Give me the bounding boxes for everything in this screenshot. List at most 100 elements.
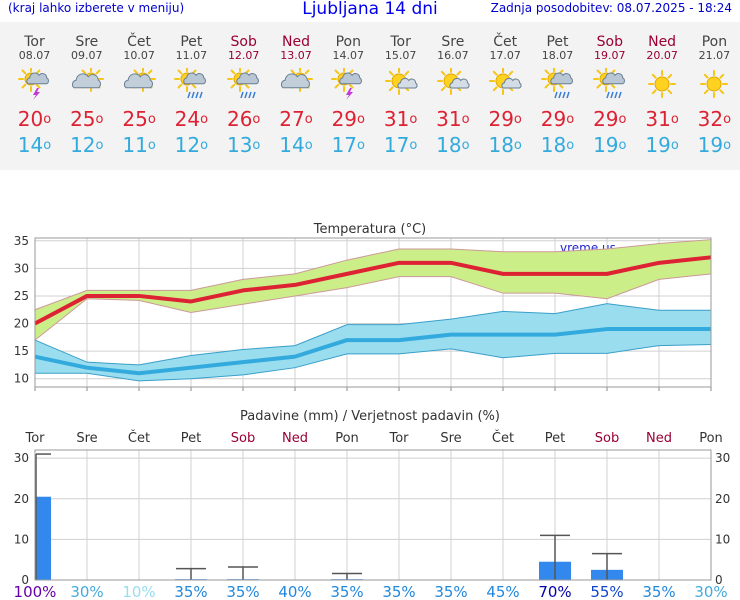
day-date: 20.07 [646, 49, 678, 62]
y-tick-label: 10 [14, 532, 29, 546]
day-date: 09.07 [71, 49, 103, 62]
y-tick-label: 35 [14, 234, 29, 248]
day-name: Sre [75, 34, 99, 50]
precipitation-chart: Padavine (mm) / Verjetnost padavin (%) To… [14, 409, 731, 600]
day-label: Pet [181, 431, 201, 446]
sun-behind-cloud-icon [71, 68, 104, 92]
day-column: Ned 13.07 27o 14o [270, 22, 322, 158]
sun-cloud-rain-icon [174, 68, 207, 99]
sun-icon [700, 70, 729, 98]
day-name: Pet [180, 34, 203, 50]
day-column: Čet 17.07 29o 18o [479, 22, 531, 158]
min-temp: 11o [122, 133, 156, 157]
y-tick-label: 20 [14, 317, 29, 331]
y-tick-label-right: 20 [715, 492, 730, 506]
last-update: Zadnja posodobitev: 08.07.2025 - 18:24 [490, 1, 732, 15]
day-label: Tor [388, 431, 409, 446]
day-label: Ned [646, 431, 672, 446]
y-tick-label: 10 [14, 372, 29, 386]
day-label: Pet [545, 431, 565, 446]
day-date: 14.07 [332, 49, 365, 62]
y-tick-label: 0 [21, 573, 29, 587]
day-name: Pon [701, 34, 728, 50]
header: (kraj lahko izberete v meniju) Ljubljana… [0, 0, 740, 22]
precip-probability: 35% [330, 583, 363, 600]
y-tick-label: 15 [14, 344, 29, 358]
temp-plot-frame [34, 237, 712, 388]
day-date: 11.07 [175, 49, 208, 62]
day-date: 12.07 [227, 49, 260, 62]
precip-probability: 70% [538, 583, 571, 600]
day-date: 08.07 [18, 49, 51, 62]
day-column: Pon 14.07 29o 17o [322, 22, 374, 158]
min-temp: 18o [540, 133, 575, 157]
temp-chart-title: Temperatura (°C) [313, 222, 426, 237]
day-column: Sob 12.07 26o 13o [218, 22, 270, 158]
y-tick-label-right: 10 [715, 532, 730, 546]
day-column: Sre 16.07 31o 18o [427, 22, 479, 158]
min-temp: 17o [383, 133, 418, 157]
sun-small-cloud-icon [436, 68, 470, 95]
day-name: Sre [441, 34, 465, 50]
max-temp: 29o [331, 107, 365, 131]
precip-probability: 100% [14, 583, 57, 600]
weather-icon-wrap [375, 66, 427, 102]
y-tick-label: 25 [14, 289, 29, 303]
day-date: 17.07 [489, 49, 521, 62]
max-temp: 20o [17, 107, 52, 131]
min-temp: 12o [70, 133, 104, 157]
min-temp: 17o [331, 133, 365, 157]
min-temp: 19o [697, 133, 732, 157]
day-name: Čet [493, 34, 518, 50]
precip-probability: 35% [434, 583, 467, 600]
weather-icon-wrap [270, 66, 322, 102]
min-temp: 12o [174, 133, 209, 157]
day-name: Ned [282, 34, 310, 50]
min-temp: 13o [226, 133, 261, 157]
max-temp: 29o [540, 107, 575, 131]
precip-probability: 30% [70, 583, 103, 600]
weather-icon-wrap [688, 66, 740, 102]
day-label: Sre [440, 431, 461, 446]
location-menu-hint[interactable]: (kraj lahko izberete v meniju) [8, 1, 185, 15]
day-name: Tor [24, 34, 45, 50]
weather-icon-wrap [61, 66, 113, 102]
precip-chart-title: Padavine (mm) / Verjetnost padavin (%) [240, 409, 500, 424]
precip-probability: 45% [486, 583, 519, 600]
sun-cloud-rain-icon [226, 68, 259, 99]
day-label: Čet [128, 430, 150, 446]
day-label: Tor [24, 431, 45, 446]
sun-cloud-lightning-icon [331, 68, 363, 100]
day-column: Tor 15.07 31o 17o [375, 22, 427, 158]
day-label: Čet [492, 430, 514, 446]
day-column: Pet 18.07 29o 18o [532, 22, 584, 158]
precip-probability: 35% [226, 583, 259, 600]
min-range-band [34, 303, 712, 382]
day-name: Tor [390, 34, 411, 50]
weather-icon-wrap [113, 66, 165, 102]
precip-probability: 35% [382, 583, 415, 600]
sun-small-cloud-icon [384, 68, 418, 95]
day-date: 16.07 [437, 49, 469, 62]
day-date: 10.07 [123, 49, 155, 62]
day-label: Sob [231, 431, 255, 446]
day-date: 19.07 [594, 49, 626, 62]
day-name: Čet [127, 34, 152, 50]
precip-probability: 35% [174, 583, 207, 600]
day-name: Sob [230, 34, 257, 50]
day-column: Ned 20.07 31o 19o [636, 22, 688, 158]
weather-icon-wrap [427, 66, 479, 102]
max-temp: 27o [279, 107, 313, 131]
y-tick-label: 20 [14, 492, 29, 506]
min-temp: 19o [645, 133, 679, 157]
min-temp-line [34, 327, 711, 376]
day-column: Sre 09.07 25o 12o [61, 22, 113, 158]
max-temp: 32o [697, 107, 732, 131]
day-date: 15.07 [384, 49, 417, 62]
weather-icon-wrap [636, 66, 688, 102]
precip-probability: 30% [694, 583, 727, 600]
page-title: Ljubljana 14 dni [302, 0, 438, 19]
max-temp: 31o [436, 107, 470, 131]
precip-probability: 35% [642, 583, 675, 600]
